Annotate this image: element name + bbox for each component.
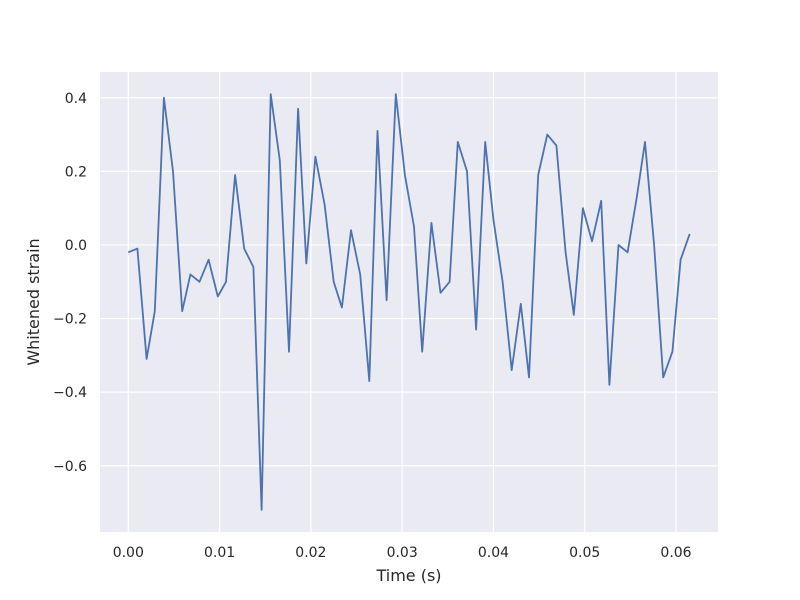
y-tick-label: 0.4 (65, 91, 87, 107)
y-tick-label: −0.4 (53, 385, 87, 401)
series-line (127, 93, 691, 511)
y-tick-label: −0.2 (53, 312, 87, 328)
x-tick-label: 0.04 (478, 545, 509, 561)
y-tick-label: 0.0 (65, 238, 87, 254)
plot-area (100, 72, 718, 532)
x-tick-label: 0.02 (295, 545, 326, 561)
x-tick-label: 0.03 (387, 545, 418, 561)
y-axis-label: Whitened strain (24, 238, 43, 365)
grid (100, 72, 718, 532)
y-tick-label: −0.6 (53, 459, 87, 475)
x-axis-label: Time (s) (375, 566, 441, 585)
x-tick-label: 0.06 (660, 545, 691, 561)
y-tick-label: 0.2 (65, 164, 87, 180)
x-tick-label: 0.00 (113, 545, 144, 561)
x-tick-label: 0.05 (569, 545, 600, 561)
x-tick-label: 0.01 (204, 545, 235, 561)
series-layer (127, 93, 691, 511)
tick-labels: 0.00 0.01 0.02 0.03 0.04 0.05 0.06 0.4 0.2 0.0 −0.… (53, 91, 692, 561)
